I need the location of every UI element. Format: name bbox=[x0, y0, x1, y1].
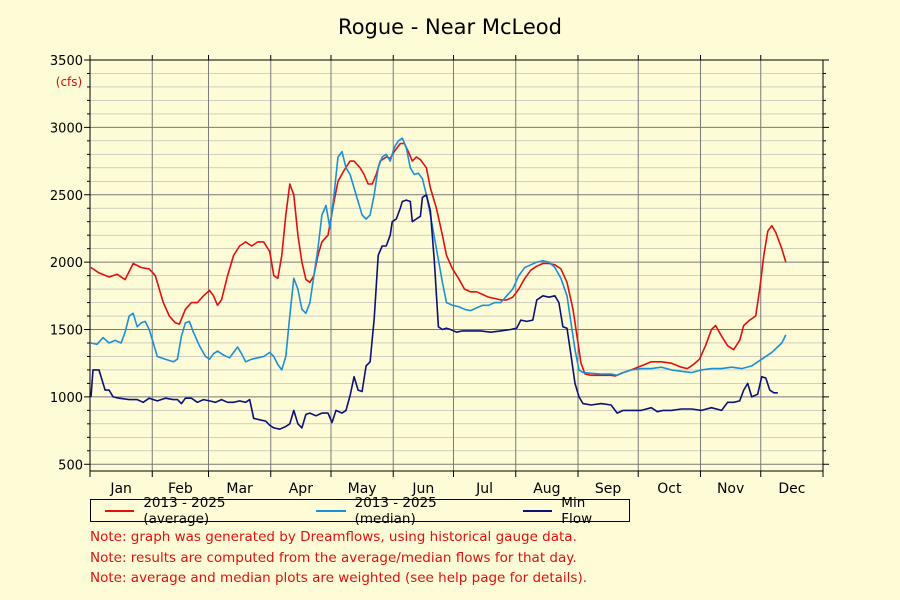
month-label: Dec bbox=[778, 481, 805, 497]
legend-swatch-average bbox=[105, 509, 135, 512]
note-line: Note: results are computed from the aver… bbox=[90, 549, 577, 566]
y-tick-label: 3000 bbox=[50, 121, 83, 136]
month-label: Jun bbox=[411, 481, 434, 497]
legend-label-min-flow: Min Flow bbox=[561, 494, 593, 527]
y-tick-label: 1000 bbox=[50, 391, 83, 406]
month-label: Mar bbox=[226, 481, 253, 497]
legend-item-average: 2013 - 2025 (average) bbox=[105, 495, 292, 527]
month-label: Feb bbox=[168, 481, 193, 497]
y-axis-unit-label: (cfs) bbox=[56, 75, 82, 89]
note-line: Note: average and median plots are weigh… bbox=[90, 570, 588, 586]
chart-notes: Note: graph was generated by Dreamflows,… bbox=[90, 527, 587, 589]
series-line-1 bbox=[90, 137, 787, 377]
plot-frame bbox=[89, 59, 824, 472]
y-tick-label: 2000 bbox=[50, 256, 83, 271]
legend-swatch-min-flow bbox=[522, 509, 553, 512]
month-label: Oct bbox=[657, 481, 682, 497]
legend-label-average: 2013 - 2025 (average) bbox=[143, 494, 226, 527]
legend-item-median: 2013 - 2025 (median) bbox=[316, 495, 499, 527]
legend-item-min-flow: Min Flow bbox=[522, 494, 619, 527]
chart-legend: 2013 - 2025 (average) 2013 - 2025 (media… bbox=[90, 495, 630, 527]
series-line-0 bbox=[90, 142, 787, 377]
month-label: Sep bbox=[595, 481, 622, 497]
y-tick-label: 3500 bbox=[50, 54, 83, 69]
legend-label-median: 2013 - 2025 (median) bbox=[354, 494, 437, 527]
month-label: Apr bbox=[289, 481, 313, 497]
y-tick-label: 2500 bbox=[50, 189, 83, 204]
series-line-2 bbox=[90, 194, 778, 430]
chart-grid bbox=[90, 59, 823, 471]
chart-axes: 500 1000 1500 2000 2500 3000 3500 Jan Feb Mar Apr M… bbox=[50, 54, 829, 497]
y-tick-label: 1500 bbox=[50, 324, 83, 339]
month-label: Nov bbox=[717, 481, 744, 497]
month-label: Jan bbox=[109, 481, 132, 497]
chart-title: Rogue - Near McLeod bbox=[338, 15, 562, 39]
month-label: Jul bbox=[475, 481, 493, 497]
month-label: May bbox=[348, 481, 377, 497]
y-tick-label: 500 bbox=[58, 458, 83, 473]
note-line: Note: graph was generated by Dreamflows,… bbox=[90, 529, 577, 545]
legend-swatch-median bbox=[316, 509, 346, 512]
chart-series bbox=[90, 137, 787, 430]
month-label: Aug bbox=[533, 481, 560, 497]
